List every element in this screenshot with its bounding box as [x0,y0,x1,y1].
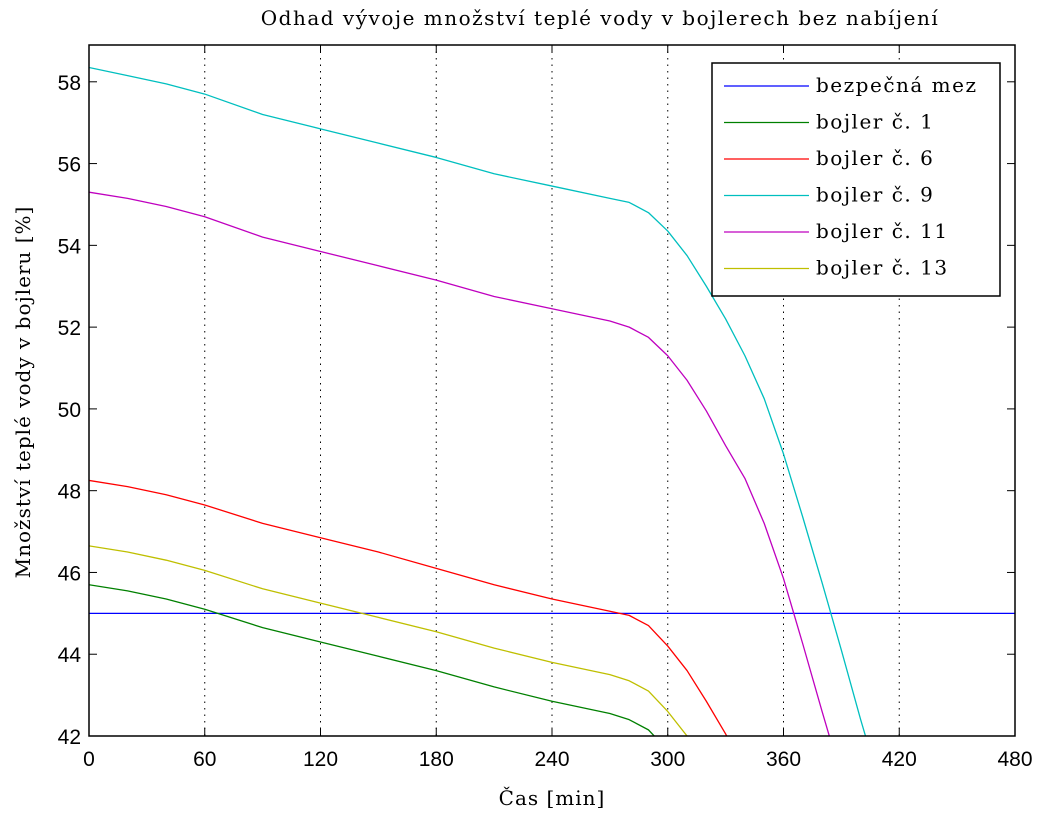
y-tick-label-46: 46 [58,562,81,585]
x-axis: 0 60 120 180 240 300 360 420 480 [83,45,1033,771]
y-tick-label-52: 52 [58,317,81,340]
x-tick-label-180: 180 [419,748,454,771]
y-tick-label-48: 48 [58,481,81,504]
series-line-6 [89,545,688,736]
y-tick-label-42: 42 [58,726,81,749]
x-axis-label: Čas [min] [499,785,606,810]
legend-label-3: bojler č. 6 [816,146,934,170]
series-line-2 [89,584,656,736]
y-tick-label-58: 58 [58,72,81,95]
y-tick-label-54: 54 [58,235,82,258]
y-tick-label-50: 50 [58,399,81,422]
series-group [89,66,1015,736]
legend-label-1: bezpečná mez [816,73,978,97]
chart-title: Odhad vývoje množství teplé vody v bojle… [261,6,939,30]
legend-label-5: bojler č. 11 [816,219,949,243]
x-tick-label-240: 240 [534,748,569,771]
x-tick-label-120: 120 [303,748,338,771]
series-line-5 [89,191,830,736]
y-axis-label: Množství teplé vody v bojleru [%] [11,206,35,579]
legend-label-6: bojler č. 13 [816,256,949,280]
legend-label-2: bojler č. 1 [816,110,934,134]
grid-lines [204,45,900,736]
y-tick-label-56: 56 [58,154,81,177]
x-tick-label-0: 0 [83,748,95,771]
legend-label-4: bojler č. 9 [816,183,934,207]
series-line-3 [89,479,728,736]
y-tick-label-44: 44 [58,644,82,667]
series-line-4 [89,66,867,736]
x-tick-label-420: 420 [882,748,917,771]
y-axis: 42 44 46 48 50 52 54 56 58 [58,72,1015,749]
x-tick-label-480: 480 [997,748,1032,771]
x-tick-label-360: 360 [766,748,801,771]
legend-box [711,62,1001,297]
x-tick-label-60: 60 [193,748,216,771]
legend: bezpečná mez bojler č. 1 bojler č. 6 bojler… [711,62,1001,297]
x-tick-label-300: 300 [650,748,685,771]
